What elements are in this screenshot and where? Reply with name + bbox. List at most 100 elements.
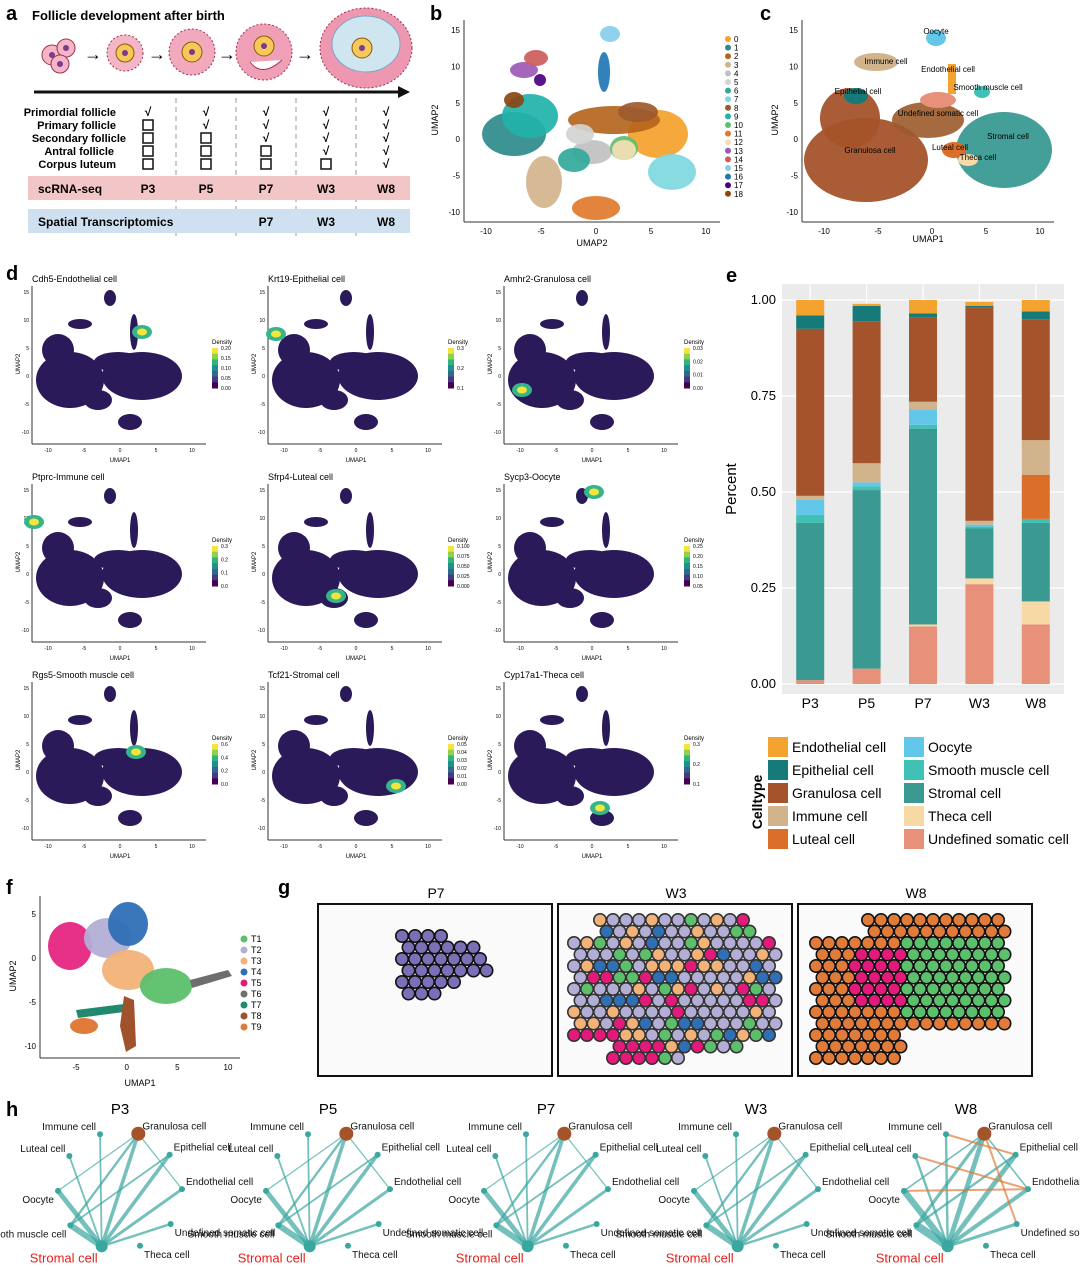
y-tick-label: 0 (26, 374, 29, 380)
spatial-spot (709, 1005, 724, 1020)
spatial-spot (592, 982, 607, 997)
spatial-spot (566, 1028, 581, 1043)
spatial-spot (997, 970, 1012, 985)
colorbar-segment (684, 546, 690, 553)
network-edge (265, 1133, 347, 1192)
spatial-spot (808, 959, 823, 974)
legend-label: 0 (734, 35, 739, 44)
bar-segment (965, 307, 994, 521)
network-edge (915, 1155, 1029, 1191)
panel-b-ylabel: UMAP2 (430, 104, 440, 135)
spatial-spot (951, 935, 966, 950)
legend-swatch (725, 165, 731, 171)
spatial-spot (573, 947, 588, 962)
spatial-spot (990, 959, 1005, 974)
legend-label: 6 (734, 87, 739, 96)
spatial-spot (408, 975, 423, 990)
network-node (66, 1153, 73, 1160)
density-plot-xlabel: UMAP1 (582, 458, 603, 464)
spatial-spot (925, 959, 940, 974)
network-node (131, 1126, 146, 1141)
spatial-spot (677, 1039, 692, 1054)
spatial-spot (854, 970, 869, 985)
spatial-spot (984, 947, 999, 962)
panel-c-xlabel: UMAP1 (912, 234, 943, 244)
network-node-label: Stromal cell (876, 1250, 944, 1265)
spatial-spot (828, 993, 843, 1008)
density-legend-title: Density (684, 736, 704, 742)
colorbar-segment (684, 755, 690, 762)
colorbar-segment (448, 778, 454, 785)
network-node (97, 1131, 104, 1138)
spatial-spot (703, 947, 718, 962)
colorbar-segment (448, 755, 454, 762)
y-tick-label: 0 (498, 374, 501, 380)
network-node (982, 1242, 989, 1249)
spatial-spot (631, 1028, 646, 1043)
spatial-spot (395, 928, 410, 943)
network-edge (947, 1222, 1018, 1248)
spatial-spot (703, 924, 718, 939)
spatial-spot (599, 1016, 614, 1031)
network-node (802, 1151, 809, 1158)
network-node (691, 1187, 698, 1194)
x-tick-label: -10 (516, 646, 523, 652)
colorbar-segment (212, 778, 218, 785)
spatial-spot (612, 1016, 627, 1031)
network-edge (57, 1133, 139, 1192)
x-tick-label: 0 (591, 448, 594, 454)
cluster-label: Smooth muscle cell (953, 83, 1023, 92)
cluster-blob (612, 140, 636, 160)
x-tick-label: 0 (119, 844, 122, 850)
density-legend-title: Density (684, 538, 704, 544)
spatial-spot (709, 935, 724, 950)
bar-segment (965, 584, 994, 684)
colorbar-tick-label: 0.0 (221, 584, 228, 590)
spatial-spot (912, 959, 927, 974)
spatial-spot (748, 935, 763, 950)
spatial-spot (742, 947, 757, 962)
cluster-blob (558, 148, 590, 172)
panel-letter-g: g (278, 877, 290, 899)
spatial-spot (664, 924, 679, 939)
colorbar-segment (684, 766, 690, 774)
y-tick-label: 15 (259, 686, 265, 692)
spatial-spot (690, 947, 705, 962)
legend-label: T6 (251, 989, 262, 999)
network-edge (308, 1153, 380, 1248)
y-tick-label: 15 (259, 290, 265, 296)
spatial-spot (808, 1005, 823, 1020)
spatial-spot (815, 970, 830, 985)
network-edge (276, 1155, 311, 1247)
spatial-spot (925, 912, 940, 927)
density-plot-xlabel: UMAP1 (582, 854, 603, 860)
spatial-spot (867, 924, 882, 939)
panel-f-yticks: 5 0 -5 -10 (24, 910, 36, 1051)
spatial-spot (821, 982, 836, 997)
density-plot-ylabel: UMAP2 (16, 551, 22, 572)
spatial-spot (644, 935, 659, 950)
spatial-spot (860, 1028, 875, 1043)
spatial-spot (899, 1005, 914, 1020)
network-node (386, 1186, 393, 1193)
colorbar-tick-label: 0.1 (693, 782, 700, 788)
panel-letter-e: e (726, 265, 737, 287)
spatial-spot (873, 1005, 888, 1020)
spatial-spot (651, 993, 666, 1008)
spatial-spot (683, 959, 698, 974)
spatial-spot (984, 970, 999, 985)
bar-segment (909, 300, 937, 314)
network-node-label: Undefined somatic cell (601, 1228, 702, 1239)
check-mark: √ (323, 118, 330, 132)
colorbar-segment (448, 574, 454, 581)
legend-label: 1 (734, 44, 739, 53)
legend-label: Smooth muscle cell (928, 762, 1049, 778)
antral-follicle-icon (235, 23, 293, 81)
legend-swatch (768, 829, 788, 849)
spatial-spot (808, 1028, 823, 1043)
arrow-icon: → (84, 44, 102, 64)
spatial-spot (421, 975, 436, 990)
network-node (702, 1153, 709, 1160)
legend-label: 11 (734, 130, 743, 139)
